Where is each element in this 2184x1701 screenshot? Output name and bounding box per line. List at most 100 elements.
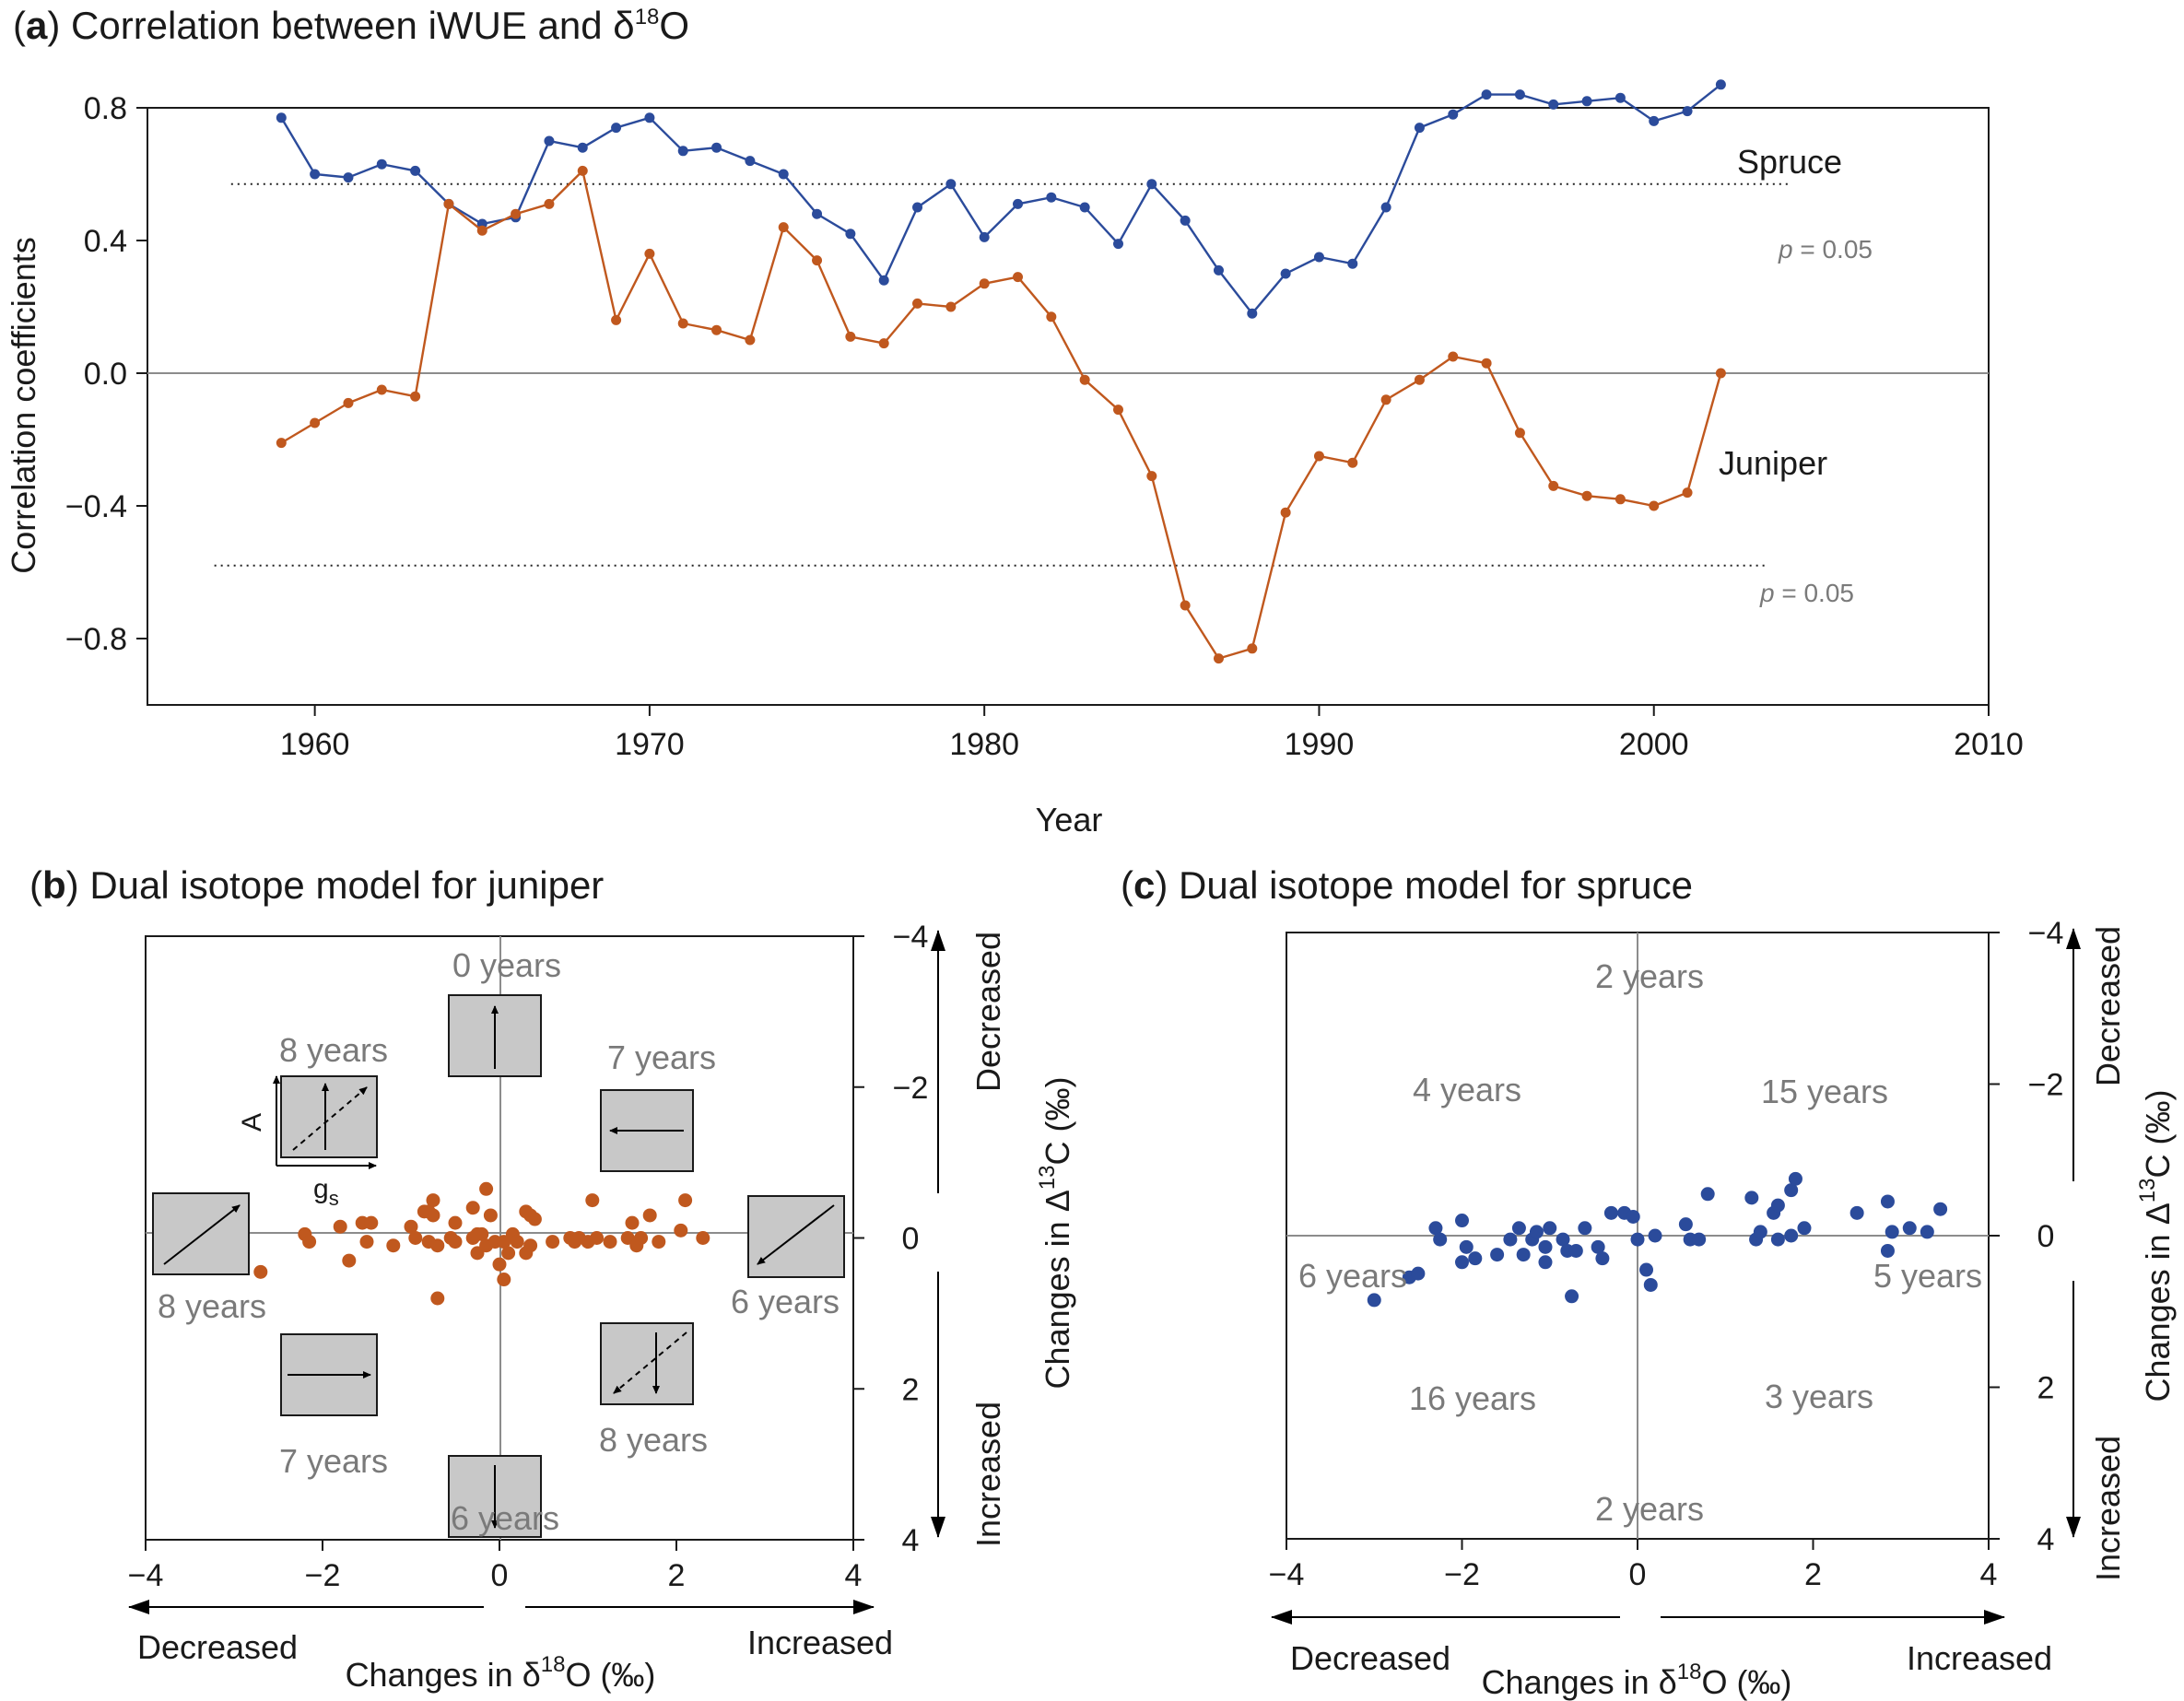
panel-b-letter: b <box>42 863 66 907</box>
panel-c-ylabel: Changes in Δ13C (‰) <box>2135 1090 2177 1402</box>
panel-a-x-tick-label: 1970 <box>615 727 685 762</box>
spruce-data-point <box>1715 79 1726 90</box>
panel-c-data-point <box>1770 1198 1785 1213</box>
juniper-data-point <box>711 324 722 335</box>
panel-c-data-point <box>1630 1232 1645 1247</box>
panel-a-y-tick-label: −0.8 <box>65 622 127 657</box>
panel-c-data-point <box>1543 1221 1557 1236</box>
panel-b-data-point <box>603 1235 617 1249</box>
juniper-data-point <box>1247 643 1258 654</box>
panel-c-data-point <box>1455 1214 1469 1228</box>
mechanism-box-lower-left <box>280 1333 378 1416</box>
panel-b: (b) Dual isotope model for juniper <box>29 863 1076 1694</box>
panel-c-data-point <box>1428 1221 1443 1236</box>
juniper-data-point <box>945 301 957 312</box>
spruce-data-point <box>1046 192 1057 203</box>
spruce-data-point <box>711 142 722 153</box>
panel-b-data-point <box>470 1226 485 1241</box>
panel-b-data-point <box>430 1238 445 1253</box>
juniper-data-point <box>544 198 555 209</box>
panel-c-data-point <box>1849 1205 1864 1220</box>
panel-c-x-increased-label: Increased <box>1907 1639 2052 1677</box>
juniper-data-point <box>376 384 387 395</box>
panel-b-data-point <box>546 1235 560 1249</box>
panel-c-data-point <box>1490 1248 1505 1262</box>
panel-c-data-point <box>1700 1187 1715 1202</box>
spruce-data-point <box>1213 264 1224 276</box>
panel-b-y-increased-label: Increased <box>969 1402 1007 1547</box>
spruce-data-point <box>1146 179 1157 190</box>
juniper-data-point <box>1682 487 1693 499</box>
panel-c-data-point <box>1556 1232 1570 1247</box>
juniper-data-point <box>276 438 287 449</box>
spruce-data-point <box>979 231 990 242</box>
panel-c-data-point <box>1595 1251 1610 1266</box>
panel-b-data-point <box>408 1231 423 1245</box>
panel-b-data-point <box>342 1253 357 1268</box>
panel-a-x-tick-label: 1990 <box>1285 727 1355 762</box>
panel-b-ylabel: Changes in Δ13C (‰) <box>1035 1077 1076 1390</box>
panel-c-data-point <box>1880 1194 1895 1209</box>
juniper-years-right: 6 years <box>731 1283 840 1320</box>
juniper-data-point <box>1414 374 1425 385</box>
legend-axis-A: A <box>237 1113 267 1132</box>
panel-b-x-ticks: −4 −2 0 2 4 <box>128 1540 863 1593</box>
panel-a-title-tail: O <box>659 4 689 47</box>
panel-b-data-point <box>501 1246 516 1261</box>
juniper-data-point <box>1581 490 1592 501</box>
spruce-years-upper-right: 15 years <box>1761 1073 1888 1110</box>
panel-b-x-tick-label: −2 <box>305 1558 341 1593</box>
panel-b-xlabel: Changes in δ18O (‰) <box>346 1652 656 1694</box>
juniper-data-point <box>644 248 655 259</box>
juniper-data-point <box>1481 358 1492 369</box>
juniper-data-point <box>812 255 823 266</box>
juniper-years-upper-right: 7 years <box>607 1038 716 1076</box>
panel-c-data-point <box>1511 1221 1526 1236</box>
panel-b-data-point <box>492 1257 507 1272</box>
panel-b-data-point <box>642 1208 657 1223</box>
panel-c-data-point <box>1468 1251 1483 1266</box>
panel-a-y-tick-label: 0.8 <box>84 91 127 126</box>
panel-b-y-tick-label: −2 <box>893 1071 929 1106</box>
panel-a-letter: a <box>26 4 48 47</box>
panel-c-data-point <box>1565 1289 1579 1304</box>
spruce-data-point <box>376 158 387 170</box>
spruce-data-point <box>1615 92 1626 103</box>
juniper-data-point <box>1112 405 1123 416</box>
spruce-data-point <box>1548 99 1559 110</box>
panel-b-data-point <box>479 1181 494 1196</box>
juniper-data-point <box>443 198 454 209</box>
panel-a-x-tick-label: 1980 <box>949 727 1019 762</box>
spruce-data-point <box>812 208 823 219</box>
panel-c-y-increased-label: Increased <box>2089 1436 2127 1581</box>
juniper-years-bottom: 6 years <box>451 1499 559 1537</box>
panel-c: (c) Dual isotope model for spruce 2 year… <box>1121 863 2177 1701</box>
panel-b-data-point <box>359 1235 374 1249</box>
panel-b-data-point <box>333 1219 347 1234</box>
juniper-data-point <box>1448 351 1459 362</box>
panel-c-data-point <box>1411 1266 1426 1281</box>
panel-c-data-point <box>1648 1228 1662 1243</box>
panel-b-y-tick-label: 4 <box>902 1523 920 1558</box>
panel-c-data-point <box>1933 1202 1948 1216</box>
spruce-data-point <box>1514 89 1525 100</box>
panel-b-x-tick-label: 4 <box>845 1558 863 1593</box>
spruce-data-point <box>1380 202 1391 213</box>
panel-c-y-tick-label: 0 <box>2037 1219 2055 1254</box>
juniper-data-point <box>778 222 789 233</box>
spruce-data-point <box>677 146 688 157</box>
panel-b-data-point <box>364 1215 379 1230</box>
spruce-data-point <box>1448 109 1459 120</box>
juniper-data-point <box>1649 500 1660 511</box>
juniper-data-point <box>577 165 588 176</box>
panel-c-data-point <box>1578 1221 1592 1236</box>
legend-axis-gs: gs <box>313 1174 339 1210</box>
panel-c-x-tick-label: −4 <box>1269 1557 1305 1592</box>
juniper-data-point <box>1715 368 1726 379</box>
panel-b-y-tick-label: −4 <box>893 920 929 955</box>
panel-c-data-point <box>1639 1262 1654 1277</box>
panel-b-data-point <box>585 1193 600 1208</box>
panel-c-data-point <box>1367 1293 1381 1308</box>
spruce-data-point <box>1649 115 1660 126</box>
spruce-data-point <box>1414 123 1425 134</box>
